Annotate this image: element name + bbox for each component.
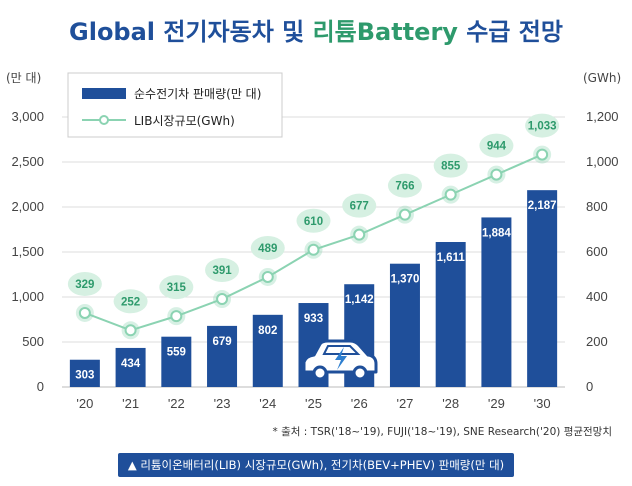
car-window [322,345,361,355]
x-tick: '21 [122,396,139,411]
bar [527,190,558,387]
y-right-tick: 200 [586,334,608,349]
point-bubble [433,153,468,178]
x-tick: '25 [305,396,322,411]
legend-swatch-bar [82,88,126,99]
y-left-tick: 0 [37,379,44,394]
point [444,188,457,201]
bar [481,217,512,387]
point-label: 489 [258,243,277,255]
caption-bar: ▲ 리튬이온배터리(LIB) 시장규모(GWh), 전기차(BEV+PHEV) … [118,453,514,477]
point-bubble [387,173,422,198]
bar-label: 1,142 [345,294,374,306]
y-right-tick: 0 [586,379,593,394]
point [170,310,183,323]
y-right-tick: 800 [586,199,608,214]
x-tick: '22 [168,396,185,411]
point-bubble [113,289,148,314]
point-bubble [205,258,240,283]
y-left-tick: 1,000 [11,289,44,304]
bar [207,325,238,387]
legend: 순수전기차 판매량(만 대) LIB시장규모(GWh) [67,72,283,138]
point-bubble [342,193,377,218]
bar-label: 559 [167,347,186,359]
point [353,228,366,241]
title-part-3: 수급 전망 [458,18,563,46]
y-right-label: (GWh) [583,71,621,85]
y-left-label: (만 대) [6,71,41,85]
legend-swatch-marker [99,115,109,125]
x-tick: '27 [396,396,413,411]
point-label: 391 [212,265,232,277]
y-left-tick: 2,500 [11,154,44,169]
point-bubble [479,133,514,158]
point-label: 677 [350,201,369,213]
point-label: 315 [167,282,187,294]
y-right-tick: 1,200 [586,109,619,124]
point-label: 1,033 [528,121,557,133]
x-tick: '28 [442,396,459,411]
bar-label: 802 [258,325,277,337]
x-tick: '30 [534,396,551,411]
point-label: 944 [487,141,507,153]
bolt-icon [335,347,347,370]
y-right-tick: 600 [586,244,608,259]
point-label: 329 [75,279,94,291]
point [124,324,137,337]
point [398,208,411,221]
point-bubble [525,113,560,138]
x-tick: '24 [259,396,276,411]
point-bubble [67,271,102,296]
title-part-1: Global 전기자동차 및 [69,18,313,46]
point-bubble [296,208,331,233]
point [490,168,503,181]
point [536,148,549,161]
bar-label: 1,884 [482,227,511,239]
bar-label: 2,187 [528,200,557,212]
bar-label: 933 [304,313,323,325]
legend-box [67,72,283,138]
bar [69,359,100,387]
x-tick: '26 [351,396,368,411]
legend-label-line: LIB시장규모(GWh) [134,114,235,128]
point [261,270,274,283]
point-bubble [250,235,285,260]
point-label: 610 [304,216,323,228]
point-label: 252 [121,296,140,308]
point-label: 766 [395,181,414,193]
point-bubble [159,275,194,300]
bar-label: 679 [212,336,231,348]
y-left-tick: 1,500 [11,244,44,259]
bar-label: 434 [121,358,141,370]
bar [252,314,283,387]
x-tick: '29 [488,396,505,411]
bar [161,336,192,387]
bar [389,263,420,387]
y-left-tick: 2,000 [11,199,44,214]
y-right-tick: 1,000 [586,154,619,169]
bar-label: 1,370 [391,274,420,286]
car-wheel [352,365,368,381]
chart-title: Global 전기자동차 및 리튬Battery 수급 전망 [69,18,563,46]
electric-car-icon [302,339,378,381]
point [78,306,91,319]
x-tick: '20 [76,396,93,411]
bar [435,242,466,387]
y-right-tick: 400 [586,289,608,304]
y-left-tick: 3,000 [11,109,44,124]
point [307,243,320,256]
bar-label: 303 [75,370,94,382]
point-label: 855 [441,161,461,173]
x-tick: '23 [214,396,231,411]
legend-label-bar: 순수전기차 판매량(만 대) [134,87,261,101]
title-part-2: 리튬Battery [313,18,459,46]
car-wheel [312,365,328,381]
source-note: * 출처 : TSR('18~'19), FUJI('18~'19), SNE … [272,426,612,438]
point [216,293,229,306]
bar [115,347,146,387]
bar-label: 1,611 [437,252,466,264]
y-left-tick: 500 [22,334,44,349]
